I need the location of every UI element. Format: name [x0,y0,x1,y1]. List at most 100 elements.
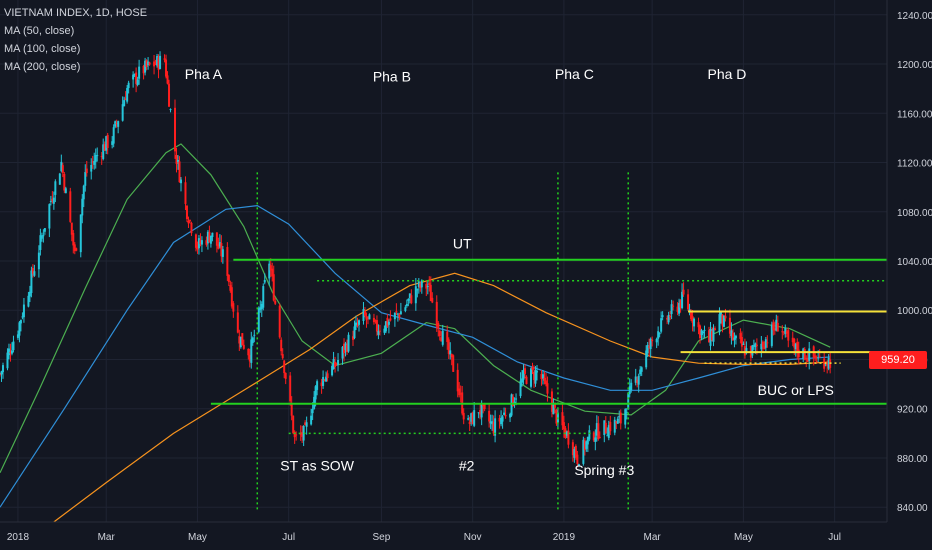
candle-body [655,338,658,343]
candle-body [363,310,366,316]
candle-body [197,238,200,249]
candle-body [337,360,340,365]
candle-body [133,74,136,76]
candle-body [722,315,725,327]
candle-body [512,396,515,407]
candle-body [18,322,21,336]
candle-body [452,355,455,372]
candle-body [491,421,494,425]
candle-body [437,323,440,329]
candle-body [826,362,829,366]
candle-body [346,344,349,352]
candle-body [431,297,434,303]
candle-body [649,338,652,350]
candle-body [815,361,818,363]
candle-body [211,232,214,238]
candle-body [613,419,616,433]
candle-body [124,98,127,100]
candle-body [314,386,317,400]
candle-body [817,357,820,359]
candle-body [241,333,244,346]
candle-body [132,74,135,80]
candle-body [331,366,334,376]
candle-body [743,346,746,356]
candle-body [618,415,621,418]
candle-body [310,415,313,425]
candle-body [648,345,651,349]
candle-body [354,322,357,327]
candle-body [100,156,103,158]
candle-body [375,320,378,332]
candle-body [230,287,233,307]
candle-body [174,107,177,152]
candle-body [206,231,209,244]
candle-body [519,380,522,397]
candle-body [389,318,392,321]
candle-body [672,305,675,307]
candle-body [70,222,73,235]
candle-body [814,355,817,359]
candle-body [226,247,229,276]
candle-body [531,367,534,370]
candle-body [269,265,272,271]
candle-body [645,350,648,368]
candle-body [670,304,673,315]
y-tick-label: 1080.00 [897,208,932,219]
candle-body [144,60,147,73]
candle-body [105,136,108,151]
ma100-line [0,204,831,508]
candle-body [544,380,547,385]
current-price-tag: 959.20 [869,351,927,369]
y-tick-label: 1000.00 [897,306,932,317]
candle-body [353,326,356,339]
candle-body [541,374,544,379]
ma50-line [0,143,831,474]
annotation-label: UT [453,236,472,252]
candle-body [253,334,256,336]
candle-body [305,422,308,427]
candle-body [796,342,799,353]
candle-body [75,248,78,251]
legend: VIETNAM INDEX, 1D, HOSE MA (50, close) M… [4,4,147,76]
candle-body [175,155,178,164]
candle-body [117,121,120,127]
x-tick-label: Sep [373,532,391,543]
candle-body [37,252,40,270]
candle-body [178,161,181,183]
candle-body [187,220,190,224]
candle-body [773,328,776,331]
candle-body [365,316,368,320]
candle-body [278,305,281,338]
candle-body [9,351,12,354]
candle-body [552,404,555,415]
candle-body [482,404,485,406]
candle-body [165,59,168,77]
candle-body [416,289,419,291]
candle-body [196,245,199,250]
candle-body [534,370,537,384]
candle-body [609,421,612,432]
candle-body [242,344,245,349]
candle-body [63,173,66,191]
candle-body [794,343,797,350]
candle-body [259,307,262,310]
candle-body [787,330,790,341]
candle-body [678,302,681,314]
candle-body [344,343,347,350]
candle-body [61,165,64,173]
candle-body [446,331,449,343]
candle-body [793,338,796,348]
candle-body [782,331,785,333]
candle-body [761,341,764,347]
candle-body [719,311,722,318]
candle-body [334,361,337,368]
candle-body [215,232,218,246]
candle-body [135,72,138,84]
candle-body [248,354,251,362]
candle-body [322,377,325,386]
candle-body [543,377,546,381]
candle-body [341,346,344,359]
candle-body [597,423,600,440]
candle-body [492,422,495,434]
